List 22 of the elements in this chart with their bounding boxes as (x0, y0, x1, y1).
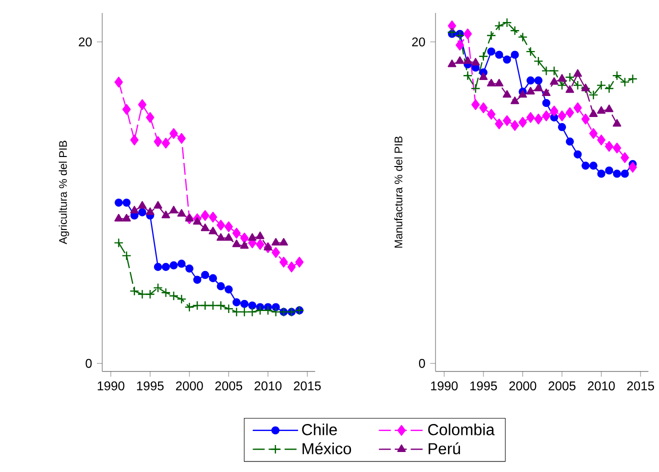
x-tick-label: 1995 (137, 382, 164, 391)
legend-label: Chile (302, 424, 337, 436)
y-tick-label: 20 (412, 38, 426, 47)
y-tick-label: 0 (418, 359, 426, 368)
x-tick-label: 1995 (470, 382, 497, 391)
legend-label: México (302, 442, 352, 454)
x-tick-label: 2000 (176, 382, 203, 391)
x-tick-label: 2015 (294, 382, 321, 391)
x-tick-label: 2005 (548, 382, 576, 391)
legend-label: Colombia (428, 424, 495, 436)
y-axis-title: Agricultura % del PIB (58, 140, 70, 244)
x-tick-label: 1990 (98, 382, 124, 391)
x-tick-label: 2015 (627, 382, 654, 391)
legend-label: Perú (428, 442, 460, 454)
x-tick-label: 1990 (431, 382, 458, 391)
x-tick-label: 2010 (588, 382, 615, 391)
x-tick-label: 2010 (254, 382, 282, 391)
y-axis-title: Manufactura % del PIB (394, 136, 402, 248)
x-tick-label: 2000 (509, 382, 536, 391)
x-tick-label: 2005 (215, 382, 242, 391)
y-tick-label: 0 (86, 359, 92, 368)
y-tick-label: 20 (78, 38, 92, 47)
